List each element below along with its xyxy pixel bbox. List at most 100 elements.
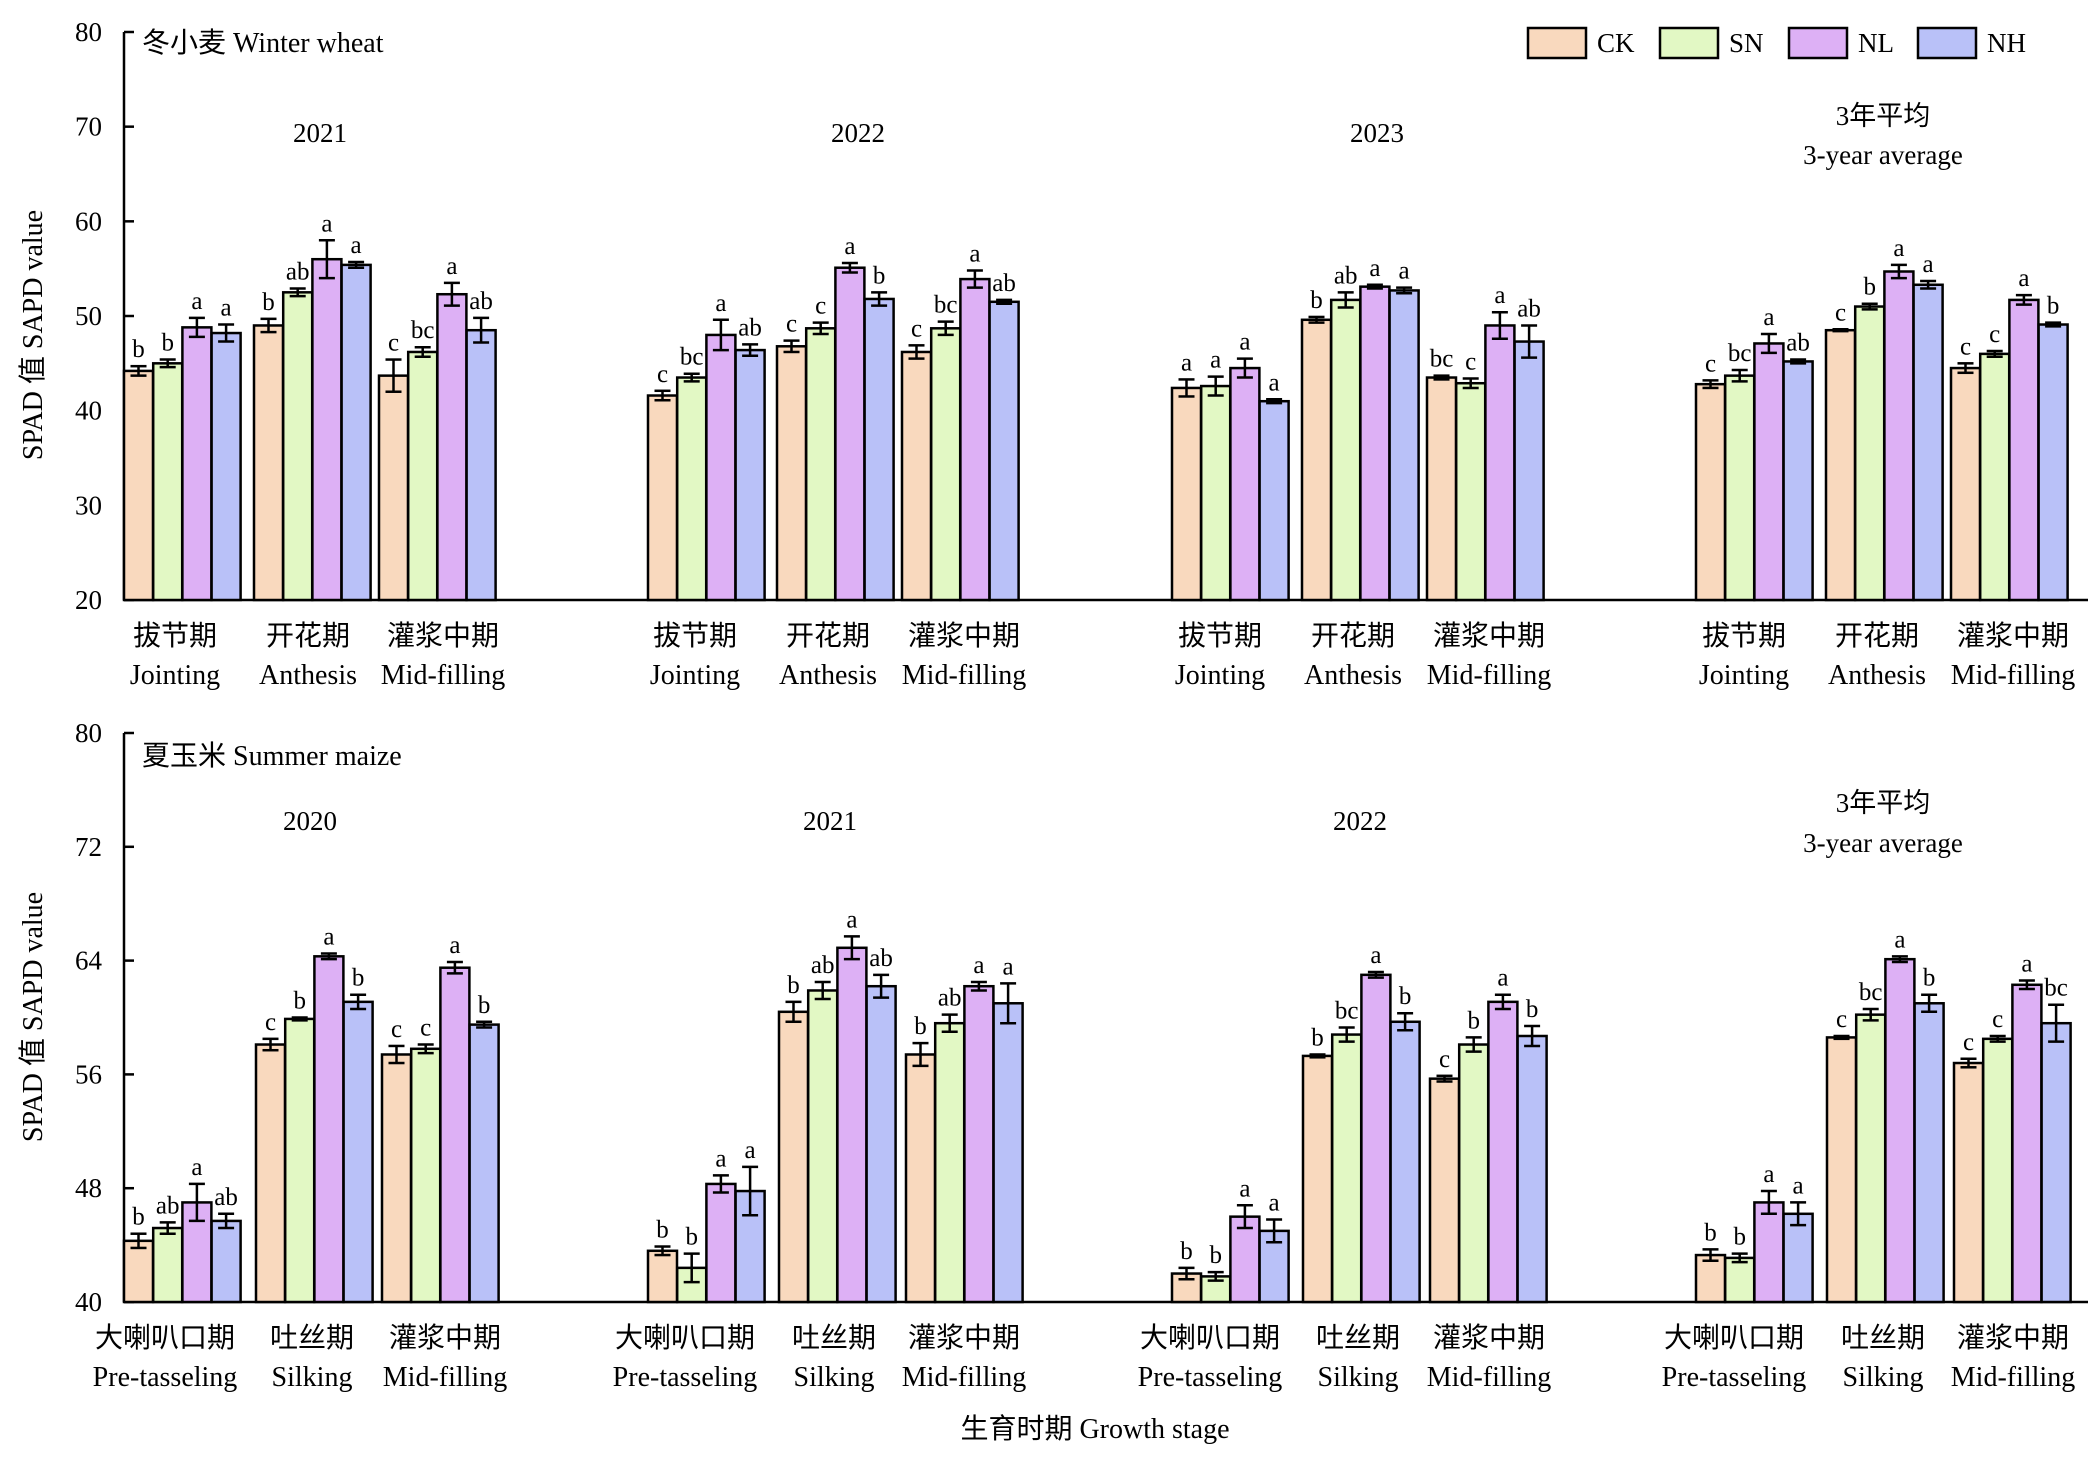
legend-label-nh: NH <box>1987 28 2026 58</box>
significance-letter: bc <box>411 317 435 344</box>
bar-nh <box>1913 1002 1945 1304</box>
significance-letter: bc <box>1430 346 1454 373</box>
legend-swatch-ck <box>1526 26 1588 60</box>
legend-swatch-nl <box>1787 26 1849 60</box>
stage-label-en: Silking <box>272 1362 353 1393</box>
stage-label-zh: 大喇叭口期 <box>1664 1322 1804 1354</box>
significance-letter: a <box>715 1145 726 1172</box>
bar-sn <box>409 1047 442 1304</box>
significance-letter: b <box>1526 996 1539 1023</box>
stage-label-en: Mid-filling <box>1427 660 1551 691</box>
significance-letter: c <box>657 361 668 388</box>
bar-nh <box>1782 360 1814 602</box>
significance-letter: a <box>449 932 460 959</box>
significance-letter: a <box>2021 951 2032 978</box>
bar-sn <box>1978 352 2011 602</box>
y-tick-label: 40 <box>75 396 102 426</box>
significance-letter: b <box>293 988 306 1015</box>
bar-nl <box>436 292 468 602</box>
significance-letter: a <box>1494 282 1505 309</box>
significance-letter: b <box>1704 1219 1717 1246</box>
legend-swatch-sn <box>1658 26 1720 60</box>
significance-letter: ab <box>1517 295 1541 322</box>
significance-letter: c <box>786 311 797 338</box>
bar-nl <box>1753 1201 1785 1304</box>
significance-letter: bc <box>1728 340 1752 367</box>
significance-letter: c <box>388 330 399 357</box>
significance-letter: c <box>1963 1029 1974 1056</box>
bar-nh <box>1513 340 1545 602</box>
bar-ck <box>1425 376 1458 602</box>
bar-nl <box>1883 270 1915 602</box>
bar-nl <box>705 333 737 602</box>
bar-sn <box>1853 305 1886 602</box>
significance-letter: c <box>420 1015 431 1042</box>
significance-letter: ab <box>1334 262 1358 289</box>
y-tick-label: 40 <box>75 1287 102 1317</box>
bar-nl <box>181 326 213 602</box>
bar-sn <box>1981 1037 2014 1304</box>
stage-label-en: Anthesis <box>779 660 877 691</box>
bar-sn <box>1457 1043 1490 1304</box>
stage-label-zh: 灌浆中期 <box>387 620 499 652</box>
stage-label-en: Jointing <box>130 660 220 691</box>
stage-label-en: Anthesis <box>1828 660 1926 691</box>
bar-nl <box>836 946 868 1304</box>
stage-label-en: Pre-tasseling <box>1662 1362 1807 1393</box>
significance-letter: b <box>1467 1007 1480 1034</box>
stage-label-en: Jointing <box>1175 660 1265 691</box>
significance-letter: c <box>1989 321 2000 348</box>
stage-label-en: Mid-filling <box>1427 1362 1551 1393</box>
bar-nh <box>210 331 242 602</box>
significance-letter: a <box>1497 965 1508 992</box>
significance-letter: bc <box>1335 997 1359 1024</box>
significance-letter: b <box>1923 965 1936 992</box>
bar-ck <box>254 1043 287 1304</box>
bar-ck <box>380 1053 413 1304</box>
bar-ck <box>1825 1036 1858 1304</box>
significance-letter: a <box>846 906 857 933</box>
bar-nl <box>1484 324 1516 602</box>
bar-nh <box>2040 1021 2072 1304</box>
y-tick-label: 60 <box>75 206 102 236</box>
stage-label-en: Silking <box>794 1362 875 1393</box>
bar-ck <box>252 324 285 602</box>
stage-label-zh: 开花期 <box>786 620 870 652</box>
bar-ck <box>646 1249 679 1304</box>
y-tick-label: 64 <box>75 946 103 976</box>
bar-ck <box>1949 366 1982 602</box>
chart-title-summer-maize: 夏玉米 Summer maize <box>142 740 402 772</box>
bar-nl <box>963 984 995 1304</box>
significance-letter: b <box>1310 287 1323 314</box>
significance-letter: a <box>1003 953 1014 980</box>
stage-label-en: Pre-tasseling <box>93 1362 238 1393</box>
bar-nl <box>705 1182 737 1304</box>
significance-letter: b <box>132 1204 145 1231</box>
stage-label-en: Silking <box>1843 1362 1924 1393</box>
bar-nh <box>1912 283 1944 602</box>
significance-letter: b <box>1863 274 1876 301</box>
bar-sn <box>281 291 314 602</box>
panel-label: 3-year average <box>1803 828 1963 858</box>
bar-ck <box>1301 1054 1334 1304</box>
significance-letter: a <box>191 1154 202 1181</box>
bar-nh <box>465 328 497 602</box>
significance-letter: ab <box>938 985 962 1012</box>
bar-sn <box>1723 1256 1756 1304</box>
stage-label-zh: 大喇叭口期 <box>1140 1322 1280 1354</box>
significance-letter: a <box>351 232 362 259</box>
chart-winter-wheat: 冬小麦 Winter wheat SPAD 值 SAPD value 20 30 4… <box>17 17 2088 691</box>
stage-label-zh: 灌浆中期 <box>908 620 1020 652</box>
bar-ck <box>1694 382 1727 602</box>
bar-nl <box>2011 983 2043 1304</box>
bar-sn <box>1454 381 1487 602</box>
y-axis-label-winter-wheat: SPAD 值 SAPD value <box>17 210 49 460</box>
significance-letter: a <box>1763 1161 1774 1188</box>
bar-nl <box>834 266 866 602</box>
legend-label-sn: SN <box>1729 28 1764 58</box>
y-axis-label-summer-maize: SPAD 值 SAPD value <box>17 892 49 1142</box>
bar-ck <box>904 1053 937 1304</box>
bar-sn <box>1854 1013 1887 1304</box>
